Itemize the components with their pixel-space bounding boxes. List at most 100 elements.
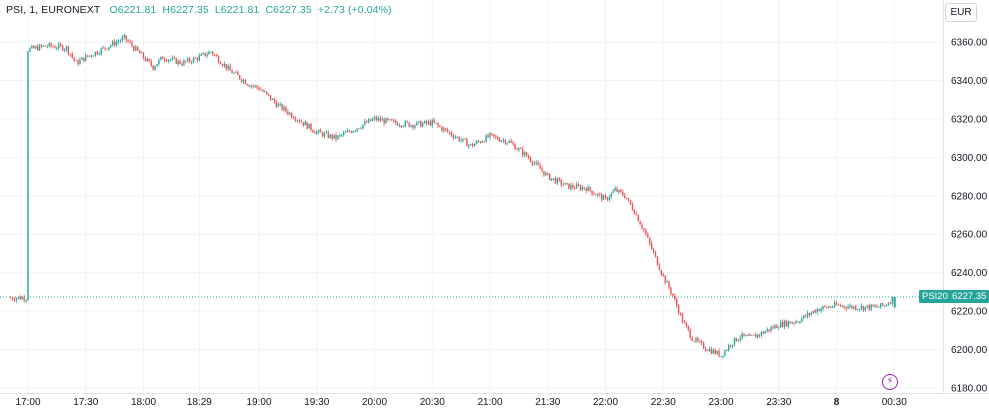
candle-body [437, 123, 439, 126]
candle-body [319, 130, 322, 133]
candle-body [262, 90, 264, 92]
candle-body [358, 128, 360, 130]
candle-body [589, 186, 591, 191]
candle-body [98, 53, 100, 55]
candle-body [450, 132, 453, 136]
candle-body [500, 140, 503, 142]
candle-body [512, 142, 514, 145]
price-tag-value: 6227.35 [949, 290, 989, 304]
candle-body [86, 55, 89, 57]
candle-body [408, 122, 410, 127]
candle-body [158, 59, 160, 65]
lightning-icon[interactable]: ⚡ [882, 374, 898, 390]
candle-body [585, 188, 587, 192]
candle-body [706, 350, 709, 351]
candle-body [889, 303, 892, 305]
candle-body [204, 53, 206, 57]
candle-body [878, 306, 880, 308]
candle-body [25, 299, 27, 301]
y-tick-label: 6280.00 [951, 191, 988, 202]
currency-button[interactable]: EUR [945, 3, 977, 22]
candle-body [242, 80, 245, 82]
candle-body [44, 45, 47, 47]
candle-body [92, 55, 95, 57]
candle-body [868, 305, 870, 310]
candle-body [75, 60, 77, 62]
candle-body [406, 121, 408, 123]
candle-body [803, 315, 805, 319]
candle-body [785, 320, 788, 327]
candle-body [235, 72, 237, 73]
candle-body [94, 51, 97, 56]
candle-body [677, 305, 680, 314]
candle-body [718, 350, 720, 357]
candle-body [654, 252, 657, 257]
candle-body [296, 120, 299, 122]
candle-body [239, 75, 241, 80]
candle-body [841, 305, 843, 307]
candle-body [258, 87, 260, 90]
candle-body [778, 327, 780, 329]
candle-body [753, 334, 755, 336]
candle-body [142, 52, 145, 59]
candle-body [221, 64, 224, 66]
candle-body [214, 54, 216, 56]
x-tick-label: 20:30 [420, 397, 445, 408]
x-tick-label: 18:29 [187, 397, 212, 408]
candle-body [497, 136, 499, 140]
candle-body [291, 112, 293, 118]
candle-body [165, 60, 168, 62]
candle-body [774, 325, 776, 329]
candle-body [148, 58, 150, 62]
candle-body [712, 349, 714, 354]
candle-body [362, 124, 364, 129]
candle-body [862, 305, 865, 311]
candle-body [287, 111, 289, 115]
candle-body [806, 312, 809, 317]
candle-body [423, 120, 426, 124]
candle-body [633, 210, 636, 215]
candle-body [23, 297, 25, 301]
x-tick-label: 19:30 [304, 397, 329, 408]
candle-body [470, 144, 472, 146]
candle-body [652, 249, 655, 253]
candle-body [90, 55, 93, 57]
x-tick-label: 18:00 [131, 397, 156, 408]
candle-body [366, 121, 368, 123]
candle-body [591, 190, 593, 194]
candle-body [525, 152, 528, 157]
candle-body [192, 57, 195, 63]
candle-body [441, 126, 443, 131]
candle-body [127, 40, 129, 42]
candle-body [745, 335, 747, 337]
candle-body [818, 309, 820, 312]
candle-body [146, 58, 149, 61]
candle-body [620, 189, 622, 192]
candle-body [647, 234, 649, 238]
candle-body [281, 103, 283, 110]
candle-body [196, 57, 199, 61]
y-tick-label: 6200.00 [951, 345, 988, 356]
candle-body [63, 49, 66, 51]
candle-body [200, 54, 202, 56]
candle-body [306, 122, 308, 129]
candle-body [112, 41, 114, 46]
candle-body [733, 337, 736, 345]
candle-body [106, 48, 108, 50]
candle-body [310, 123, 312, 130]
candle-body [38, 45, 41, 51]
candle-body [674, 295, 676, 300]
candle-body [575, 184, 578, 189]
candle-body [456, 136, 458, 138]
x-tick-label: 8 [834, 397, 840, 408]
candle-body [312, 129, 314, 132]
candle-body [206, 54, 208, 57]
candle-body [156, 64, 158, 67]
candle-body [581, 187, 584, 190]
candle-body [510, 140, 512, 143]
candle-body [516, 149, 518, 151]
candle-body [679, 313, 682, 315]
candle-body [797, 321, 799, 323]
candle-body [566, 183, 568, 184]
